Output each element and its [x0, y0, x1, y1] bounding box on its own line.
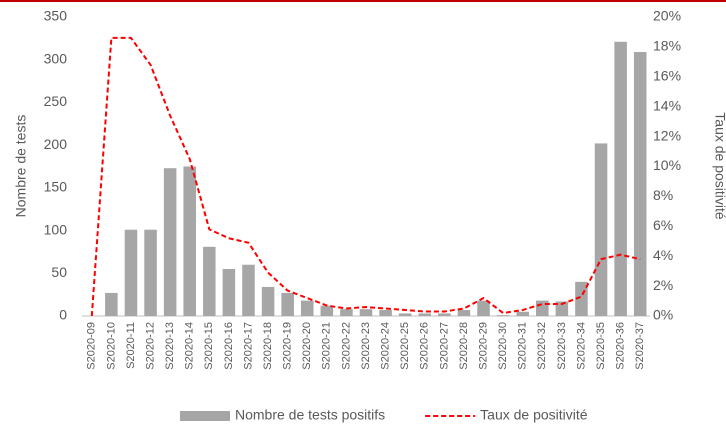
bar [594, 143, 608, 316]
bar [320, 305, 334, 316]
y2-tick-label: 16% [653, 68, 681, 84]
x-tick-label: S2020-18 [262, 322, 274, 370]
bar [457, 310, 471, 316]
y2-tick-label: 6% [653, 217, 673, 233]
bar [477, 300, 490, 316]
x-tick-label: S2020-35 [595, 322, 607, 370]
x-tick-label: S2020-31 [517, 322, 529, 370]
x-tick-label: S2020-15 [203, 322, 215, 370]
legend-label: Nombre de tests positifs [235, 407, 385, 423]
x-tick-label: S2020-12 [144, 322, 156, 370]
x-tick-label: S2020-22 [340, 322, 352, 370]
bar [359, 309, 373, 316]
x-tick-label: S2020-10 [105, 322, 117, 370]
x-tick-label: S2020-25 [399, 322, 411, 370]
y-tick-label: 150 [44, 179, 68, 195]
y-tick-label: 250 [44, 93, 68, 109]
x-tick-label: S2020-20 [301, 322, 313, 370]
y-tick-label: 50 [51, 264, 67, 280]
x-tick-label: S2020-32 [536, 322, 548, 370]
y2-tick-label: 14% [653, 97, 681, 113]
y-tick-label: 300 [44, 50, 68, 66]
y-tick-label: 200 [44, 136, 68, 152]
bar [144, 229, 157, 316]
x-tick-label: S2020-36 [615, 322, 627, 370]
x-tick-label: S2020-26 [419, 322, 431, 370]
y-axis-title: Nombre de tests [13, 115, 29, 218]
x-tick-label: S2020-11 [125, 322, 137, 369]
y-tick-label: 100 [44, 221, 68, 237]
y2-tick-label: 18% [653, 38, 681, 54]
y-tick-label: 0 [59, 307, 67, 323]
y-tick-label: 350 [44, 8, 68, 24]
bar [398, 313, 412, 316]
bar [340, 309, 353, 316]
y2-tick-label: 20% [653, 8, 681, 24]
x-tick-label: S2020-21 [321, 322, 333, 370]
x-tick-label: S2020-29 [477, 322, 489, 370]
bar [379, 310, 392, 316]
bar [124, 229, 138, 316]
bar [183, 166, 196, 316]
x-tick-label: S2020-28 [458, 322, 470, 370]
x-tick-label: S2020-34 [575, 322, 587, 370]
y2-tick-label: 10% [653, 157, 681, 173]
y2-tick-label: 12% [653, 127, 681, 143]
x-tick-label: S2020-17 [242, 322, 254, 370]
bar [516, 311, 529, 316]
x-tick-label: S2020-33 [556, 322, 568, 370]
bar [281, 292, 294, 316]
bar [633, 52, 647, 316]
bar [300, 300, 314, 316]
bar [496, 315, 510, 316]
bar [536, 300, 549, 316]
legend-swatch [180, 411, 230, 421]
x-tick-label: S2020-27 [438, 322, 450, 370]
x-tick-label: S2020-14 [184, 322, 196, 370]
x-tick-label: S2020-30 [497, 322, 509, 370]
x-tick-label: S2020-37 [634, 322, 646, 370]
bar [242, 264, 255, 316]
bar [555, 301, 569, 316]
bar [614, 41, 627, 316]
x-tick-label: S2020-13 [164, 322, 176, 370]
bar [261, 286, 275, 316]
y2-tick-label: 0% [653, 307, 673, 323]
y2-axis-title: Taux de positivité [712, 112, 726, 220]
bar [418, 313, 432, 316]
bar [203, 246, 216, 316]
x-tick-label: S2020-24 [379, 322, 391, 370]
x-tick-label: S2020-09 [86, 322, 98, 370]
bar [222, 269, 236, 316]
y2-tick-label: 8% [653, 187, 673, 203]
x-tick-label: S2020-16 [223, 322, 235, 370]
x-tick-label: S2020-19 [282, 322, 294, 370]
bar [438, 313, 451, 316]
x-tick-label: S2020-23 [360, 322, 372, 370]
y2-tick-label: 2% [653, 277, 673, 293]
bar [163, 168, 177, 316]
legend-label: Taux de positivité [480, 407, 588, 423]
line [90, 36, 641, 317]
y2-tick-label: 4% [653, 247, 673, 263]
bar [105, 292, 118, 316]
